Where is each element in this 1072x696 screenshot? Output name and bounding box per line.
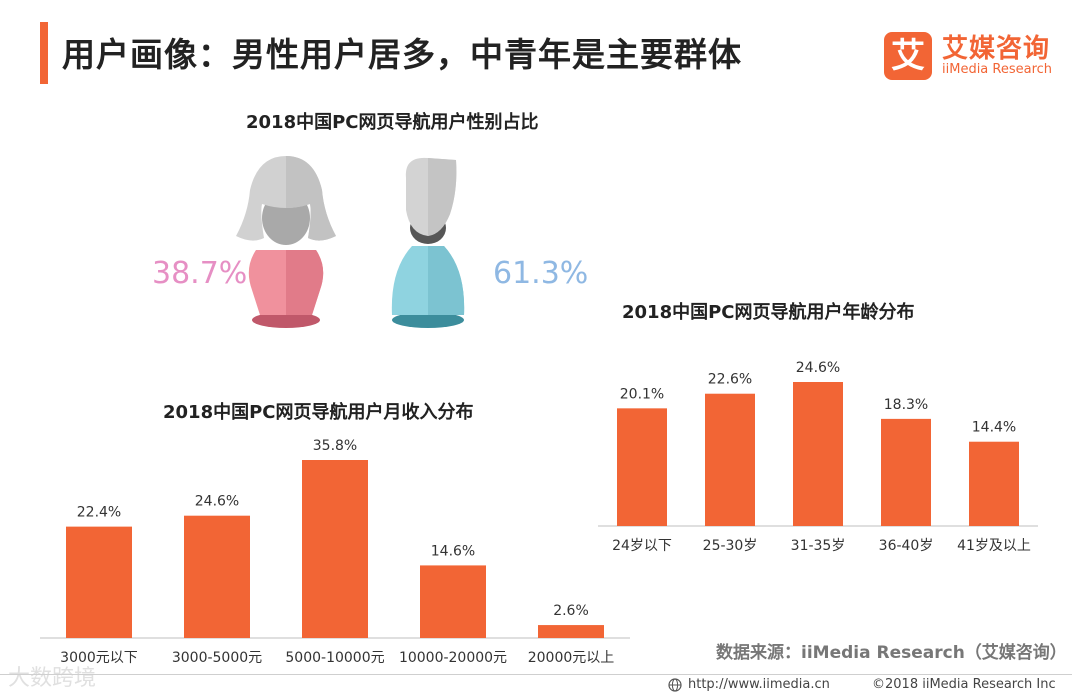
income-category-label: 3000元以下 — [60, 650, 138, 666]
income-bar — [420, 565, 486, 638]
age-data-label: 20.1% — [620, 386, 664, 402]
iimedia-logo: 艾 艾媒咨询 iiMedia Research — [884, 28, 1064, 84]
male-figure-icon — [391, 157, 465, 328]
footer-divider — [0, 674, 1072, 675]
age-bar — [881, 418, 931, 526]
income-bar-chart: 22.4% 3000元以下 24.6% 3000-5000元 35.8% 5000-100… — [40, 438, 630, 666]
income-data-label: 35.8% — [313, 438, 357, 454]
gender-figures — [236, 156, 465, 328]
age-bar — [617, 408, 667, 526]
age-category-label: 36-40岁 — [879, 538, 934, 554]
female-figure-icon — [236, 156, 336, 328]
income-chart-title: 2018中国PC网页导航用户月收入分布 — [163, 402, 474, 423]
age-data-label: 18.3% — [884, 397, 928, 413]
globe-icon — [668, 678, 682, 692]
income-data-label: 2.6% — [553, 603, 589, 619]
age-bar — [793, 382, 843, 526]
age-data-label: 14.4% — [972, 420, 1016, 436]
income-category-label: 5000-10000元 — [285, 650, 384, 666]
data-source: 数据来源：iiMedia Research（艾媒咨询） — [716, 643, 1067, 663]
age-data-label: 24.6% — [796, 360, 840, 376]
female-percentage: 38.7% — [152, 256, 248, 291]
income-category-label: 3000-5000元 — [172, 650, 262, 666]
income-data-label: 24.6% — [195, 494, 239, 510]
footer-copyright: ©2018 iiMedia Research Inc — [872, 677, 1056, 692]
age-data-label: 22.6% — [708, 372, 752, 388]
income-bar — [184, 515, 250, 638]
age-bar — [969, 441, 1019, 526]
income-bar — [302, 460, 368, 638]
gender-chart-title: 2018中国PC网页导航用户性别占比 — [246, 112, 539, 133]
age-category-label: 25-30岁 — [703, 538, 758, 554]
title-accent-bar — [40, 22, 48, 84]
age-bar-chart: 20.1% 24岁以下 22.6% 25-30岁 24.6% 31-35岁 18.3% 36-… — [598, 360, 1038, 554]
income-data-label: 14.6% — [431, 543, 475, 559]
age-chart-title: 2018中国PC网页导航用户年龄分布 — [622, 302, 915, 323]
income-category-label: 10000-20000元 — [399, 650, 507, 666]
logo-en-text: iiMedia Research — [942, 62, 1053, 77]
male-percentage: 61.3% — [493, 256, 589, 291]
age-category-label: 31-35岁 — [791, 538, 846, 554]
footer-url[interactable]: http://www.iimedia.cn — [688, 677, 830, 692]
watermark: 大数跨境 — [8, 666, 97, 691]
income-bar — [66, 526, 132, 638]
age-bar — [705, 393, 755, 526]
age-category-label: 24岁以下 — [612, 538, 672, 554]
logo-mark — [884, 32, 932, 80]
logo-glyph: 艾 — [891, 36, 925, 76]
income-data-label: 22.4% — [77, 505, 121, 521]
income-category-label: 20000元以上 — [528, 650, 615, 666]
logo-cn-text: 艾媒咨询 — [942, 34, 1051, 64]
page-title: 用户画像：男性用户居多，中青年是主要群体 — [62, 35, 742, 74]
age-category-label: 41岁及以上 — [957, 538, 1031, 554]
income-bar — [538, 625, 604, 638]
